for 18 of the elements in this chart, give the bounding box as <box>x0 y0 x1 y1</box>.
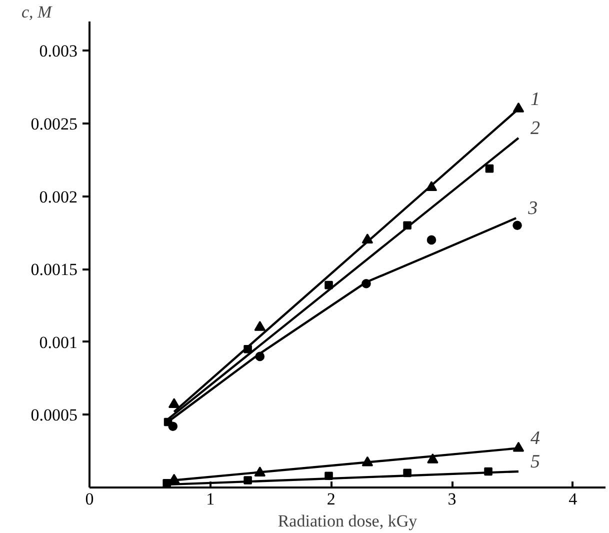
x-tick-label: 1 <box>206 490 215 508</box>
y-tick-label: 0.0015 <box>30 260 78 280</box>
y-tick-label: 0.003 <box>39 42 78 61</box>
y-tick-label: 0.0005 <box>30 406 78 425</box>
series-label: 4 <box>530 428 540 450</box>
x-tick-label: 2 <box>326 490 336 508</box>
x-tick-label: 3 <box>448 490 456 508</box>
series-label: 3 <box>527 198 538 220</box>
y-tick-label: 0.001 <box>39 332 78 352</box>
series-label: 5 <box>530 451 540 472</box>
y-axis-title: c, M <box>22 2 53 22</box>
x-axis-title: Radiation dose, kGy <box>278 512 418 530</box>
x-tick-label: 0 <box>85 490 94 508</box>
y-tick-label: 0.002 <box>39 187 78 206</box>
series-label: 1 <box>530 88 540 110</box>
y-tick-label: 0.0025 <box>30 114 78 134</box>
x-tick-label: 4 <box>568 490 578 508</box>
series-label: 2 <box>530 118 540 139</box>
